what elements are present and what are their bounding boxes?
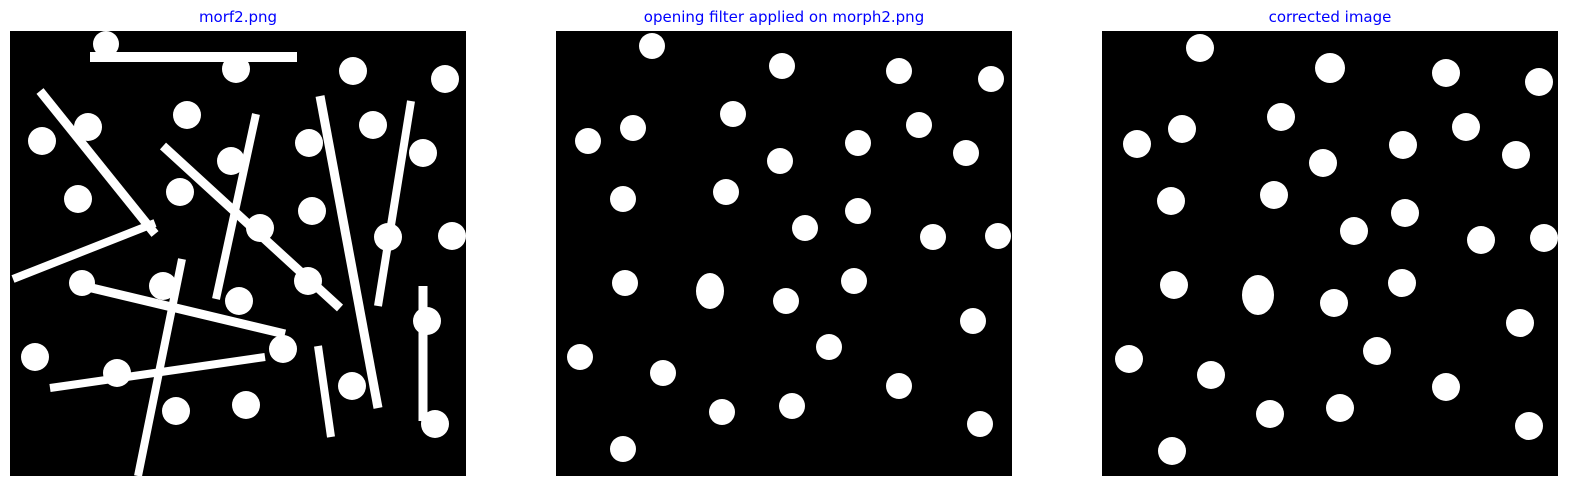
blob-features: [567, 33, 1011, 462]
panel-original: morf2.png: [10, 0, 466, 487]
blob-features: [1115, 34, 1558, 465]
panel-corrected: corrected image: [1102, 0, 1558, 487]
panel-opening: opening filter applied on morph2.png: [556, 0, 1012, 487]
corrected-image: [1102, 31, 1558, 476]
panel-title: corrected image: [1268, 8, 1392, 26]
blob-features: [21, 31, 466, 438]
opening-image: [556, 31, 1012, 476]
panel-title: opening filter applied on morph2.png: [643, 8, 925, 26]
original-image: [10, 31, 466, 476]
panel-title: morf2.png: [198, 8, 278, 26]
